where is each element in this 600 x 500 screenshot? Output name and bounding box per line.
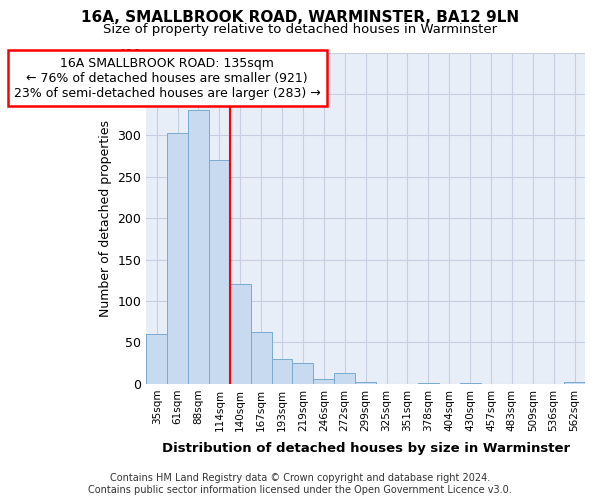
Bar xyxy=(146,334,167,384)
Bar xyxy=(334,373,355,384)
Bar xyxy=(292,363,313,384)
Bar xyxy=(230,284,251,384)
Y-axis label: Number of detached properties: Number of detached properties xyxy=(99,120,112,316)
Bar xyxy=(460,383,481,384)
Bar xyxy=(355,382,376,384)
Text: 16A SMALLBROOK ROAD: 135sqm
← 76% of detached houses are smaller (921)
23% of se: 16A SMALLBROOK ROAD: 135sqm ← 76% of det… xyxy=(14,56,320,100)
Bar xyxy=(418,383,439,384)
X-axis label: Distribution of detached houses by size in Warminster: Distribution of detached houses by size … xyxy=(161,442,569,455)
Bar xyxy=(272,359,292,384)
Bar xyxy=(313,379,334,384)
Text: Size of property relative to detached houses in Warminster: Size of property relative to detached ho… xyxy=(103,22,497,36)
Bar xyxy=(251,332,272,384)
Text: Contains HM Land Registry data © Crown copyright and database right 2024.
Contai: Contains HM Land Registry data © Crown c… xyxy=(88,474,512,495)
Text: 16A, SMALLBROOK ROAD, WARMINSTER, BA12 9LN: 16A, SMALLBROOK ROAD, WARMINSTER, BA12 9… xyxy=(81,10,519,25)
Bar xyxy=(564,382,585,384)
Bar xyxy=(167,133,188,384)
Bar xyxy=(188,110,209,384)
Bar xyxy=(209,160,230,384)
